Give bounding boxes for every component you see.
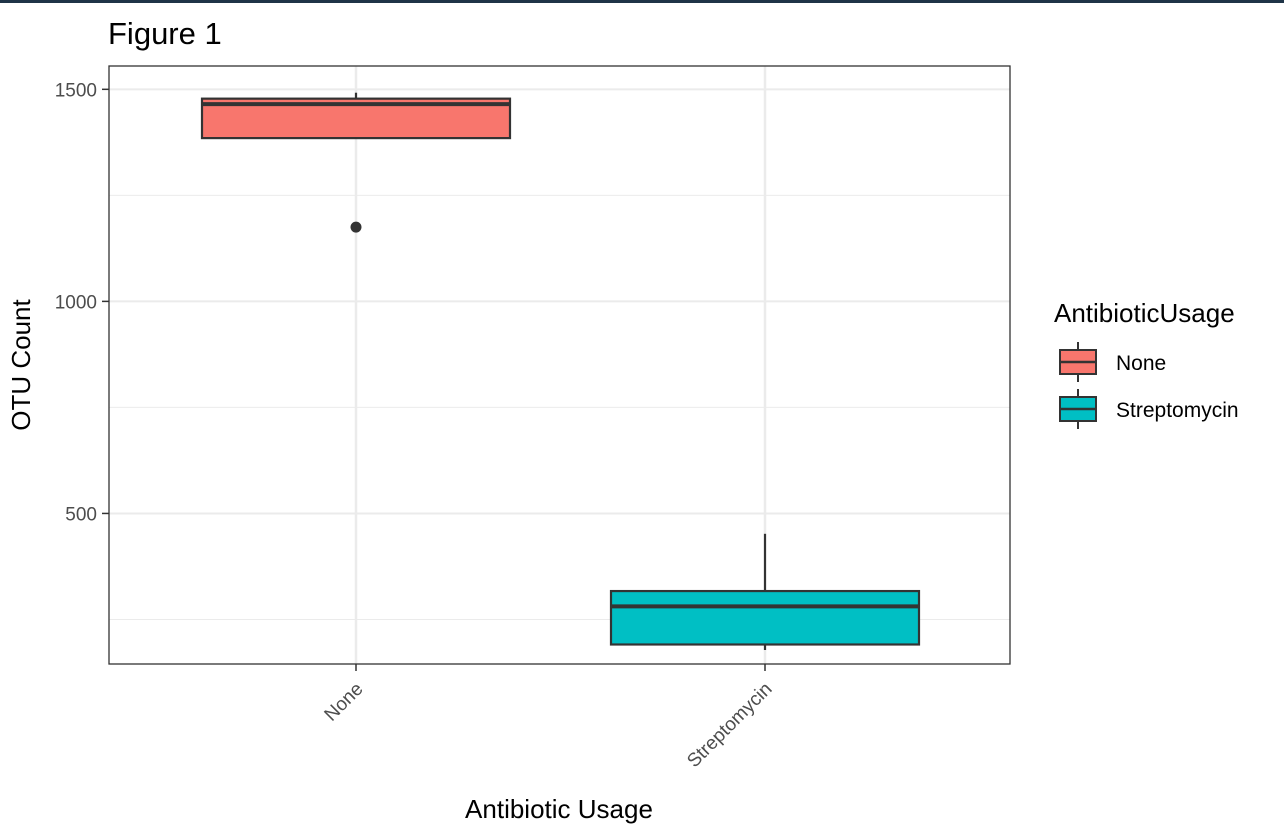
grid-lines xyxy=(109,66,1010,664)
box-iqr xyxy=(611,591,919,644)
x-tick-label: Streptomycin xyxy=(683,679,776,772)
y-tick-label: 1000 xyxy=(55,292,97,313)
y-tick-label: 500 xyxy=(65,504,97,525)
legend-label: None xyxy=(1116,352,1166,375)
legend: AntibioticUsage None Streptomycin xyxy=(1054,298,1239,429)
legend-item-none: None xyxy=(1060,342,1166,382)
legend-label: Streptomycin xyxy=(1116,399,1239,422)
outlier-point xyxy=(351,222,362,233)
panel-border xyxy=(109,66,1010,664)
y-axis-title: OTU Count xyxy=(6,298,36,430)
y-tick-label: 1500 xyxy=(55,80,97,101)
legend-title: AntibioticUsage xyxy=(1054,298,1235,328)
axes: 500 1000 1500 None Streptomycin xyxy=(55,80,777,772)
box-streptomycin xyxy=(611,534,919,650)
legend-item-streptomycin: Streptomycin xyxy=(1060,389,1239,429)
x-axis-title: Antibiotic Usage xyxy=(465,794,653,824)
x-tick-label: None xyxy=(321,679,368,726)
box-series xyxy=(202,93,919,650)
chart-title: Figure 1 xyxy=(108,16,222,51)
